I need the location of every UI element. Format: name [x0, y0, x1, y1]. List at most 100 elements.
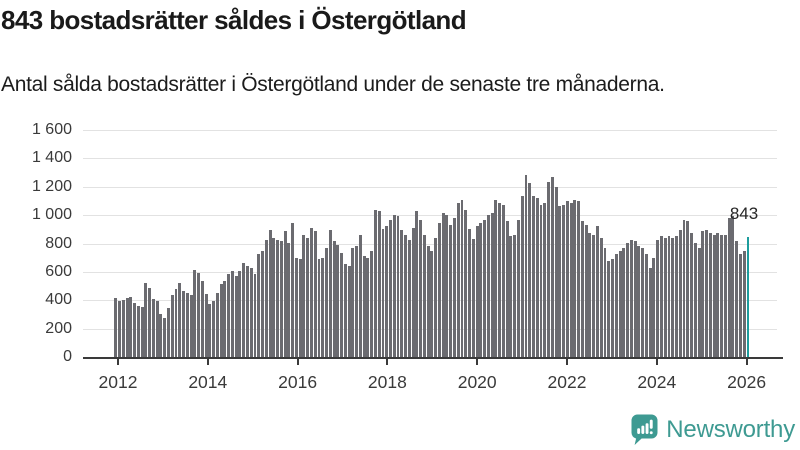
bar [539, 204, 543, 357]
bar [385, 226, 389, 357]
bar [336, 244, 340, 357]
y-axis-label: 1 600 [31, 121, 72, 138]
bar [577, 201, 581, 357]
y-axis-label: 1 200 [31, 177, 72, 195]
bar [697, 247, 701, 357]
bar [652, 257, 656, 357]
bar [159, 313, 163, 357]
grid-line [83, 186, 777, 188]
y-axis-label: 200 [45, 319, 72, 337]
bar [302, 234, 306, 357]
bar [678, 229, 682, 357]
bar [479, 222, 483, 357]
bar [377, 211, 381, 357]
bar [328, 229, 332, 357]
bar [475, 226, 479, 357]
bar [622, 247, 626, 357]
bar [215, 292, 219, 357]
bar [148, 287, 152, 357]
x-axis-label: 2022 [547, 372, 587, 392]
bar [716, 232, 720, 357]
y-axis-label: 0 [63, 348, 72, 365]
bar [163, 318, 167, 357]
x-axis-tick [117, 359, 119, 365]
bar [193, 270, 197, 357]
bar [690, 232, 694, 357]
x-axis-label: 2018 [367, 372, 407, 392]
x-axis-label: 2024 [637, 372, 677, 392]
bar [219, 284, 223, 357]
bar [580, 221, 584, 357]
bar [626, 242, 630, 357]
bar [727, 218, 731, 357]
bar [460, 199, 464, 357]
bar [185, 293, 189, 357]
bar [140, 307, 144, 357]
grid-line [83, 158, 777, 160]
bar [246, 266, 249, 357]
bar [449, 224, 453, 357]
bar [242, 262, 246, 357]
bar [415, 211, 419, 357]
bar [430, 251, 434, 357]
bar [596, 226, 599, 357]
bar [392, 214, 396, 357]
bar [648, 267, 652, 357]
bar [389, 219, 392, 357]
bar [261, 251, 264, 357]
bar [483, 219, 487, 357]
grid-line [83, 215, 777, 217]
bar [178, 283, 182, 357]
bar [599, 237, 603, 357]
bar [287, 242, 291, 357]
brand-footer[interactable]: Newsworthy [629, 413, 795, 446]
bar [573, 199, 577, 357]
brand-name: Newsworthy [666, 415, 795, 443]
chart-title: 843 bostadsrätter såldes i Östergötland [1, 5, 467, 35]
bar [532, 196, 535, 357]
bar [230, 271, 234, 357]
bar [125, 298, 129, 357]
bar [611, 259, 614, 357]
bar [362, 256, 366, 357]
y-axis-label: 400 [45, 291, 72, 309]
bar [151, 298, 155, 357]
bar [343, 264, 347, 357]
bar [144, 282, 148, 357]
bar [234, 276, 238, 357]
bar [712, 234, 716, 357]
bar [686, 221, 690, 357]
bar [136, 305, 140, 357]
bar [701, 231, 705, 357]
bar [370, 251, 374, 357]
x-axis-tick [476, 359, 479, 365]
bar [603, 247, 607, 357]
bar [257, 254, 261, 357]
grid-line [83, 300, 777, 302]
x-axis-tick [566, 359, 568, 365]
bar [170, 295, 174, 357]
bar [641, 247, 645, 357]
bar [565, 201, 569, 357]
bar [404, 234, 408, 357]
grid-line [83, 243, 777, 245]
bar [197, 272, 201, 357]
bar [468, 229, 471, 357]
bar [174, 288, 178, 357]
value-annotation: 843 [729, 204, 759, 224]
bar [723, 234, 727, 357]
bar [629, 239, 633, 357]
bar [453, 218, 456, 357]
bar [705, 229, 709, 357]
bar [313, 231, 317, 357]
bar [588, 232, 592, 357]
bar [208, 304, 212, 357]
bar [309, 227, 313, 357]
bar [524, 174, 528, 357]
bar [490, 213, 494, 357]
bar [358, 234, 362, 357]
x-axis-label: 2020 [457, 372, 497, 392]
bar [381, 229, 385, 357]
bar [437, 222, 441, 357]
